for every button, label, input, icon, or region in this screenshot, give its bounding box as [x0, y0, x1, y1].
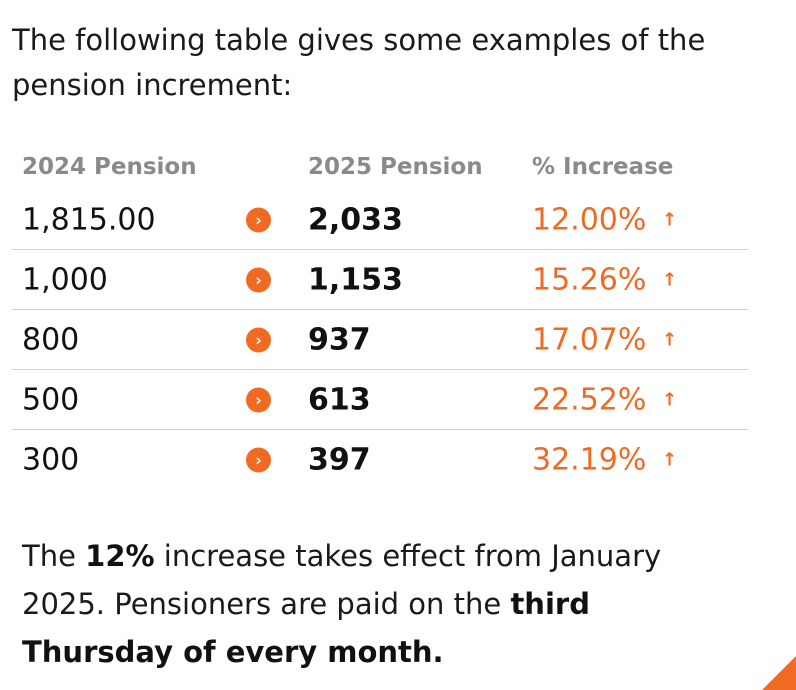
table-row: 1,815.00 › 2,033 12.00% ↑ [12, 190, 748, 250]
arrow-up-icon: ↑ [662, 329, 678, 350]
pension-table: 2024 Pension 2025 Pension % Increase 1,8… [12, 148, 748, 489]
old-pension-value: 1,000 [22, 262, 108, 297]
arrow-right-icon: › [246, 387, 271, 412]
table-row: 500 › 613 22.52% ↑ [12, 370, 748, 430]
old-pension-value: 800 [22, 322, 80, 357]
outro-bold-percent: 12% [85, 539, 155, 573]
new-pension-value: 1,153 [308, 262, 403, 297]
arrow-up-icon: ↑ [662, 269, 678, 290]
outro-bold-schedule: third Thursday of every month. [22, 587, 590, 669]
new-pension-value: 937 [308, 322, 371, 357]
old-pension-value: 300 [22, 442, 80, 477]
arrow-up-icon: ↑ [662, 209, 678, 230]
arrow-up-icon: ↑ [662, 389, 678, 410]
header-percent-increase: % Increase [532, 154, 674, 180]
intro-text: The following table gives some examples … [12, 23, 706, 102]
increase-percent: 32.19% [532, 442, 647, 477]
increase-percent: 15.26% [532, 262, 647, 297]
new-pension-value: 613 [308, 382, 371, 417]
table-row: 1,000 › 1,153 15.26% ↑ [12, 250, 748, 310]
old-pension-value: 1,815.00 [22, 202, 156, 237]
arrow-right-icon: › [246, 267, 271, 292]
table-row: 800 › 937 17.07% ↑ [12, 310, 748, 370]
outro-part-2: increase takes effect from January 2025.… [22, 539, 662, 621]
increase-percent: 22.52% [532, 382, 647, 417]
new-pension-value: 2,033 [308, 202, 403, 237]
header-2025-pension: 2025 Pension [308, 154, 483, 180]
arrow-right-icon: › [246, 327, 271, 352]
outro-part-1: The [22, 539, 86, 573]
increase-percent: 17.07% [532, 322, 647, 357]
arrow-right-icon: › [246, 447, 271, 472]
outro-text: The 12% increase takes effect from Janua… [22, 532, 742, 676]
arrow-up-icon: ↑ [662, 449, 678, 470]
increase-percent: 12.00% [532, 202, 647, 237]
corner-decoration [762, 656, 796, 690]
old-pension-value: 500 [22, 382, 80, 417]
table-header: 2024 Pension 2025 Pension % Increase [12, 148, 748, 190]
table-row: 300 › 397 32.19% ↑ [12, 430, 748, 489]
header-2024-pension: 2024 Pension [22, 154, 197, 180]
arrow-right-icon: › [246, 207, 271, 232]
new-pension-value: 397 [308, 442, 371, 477]
